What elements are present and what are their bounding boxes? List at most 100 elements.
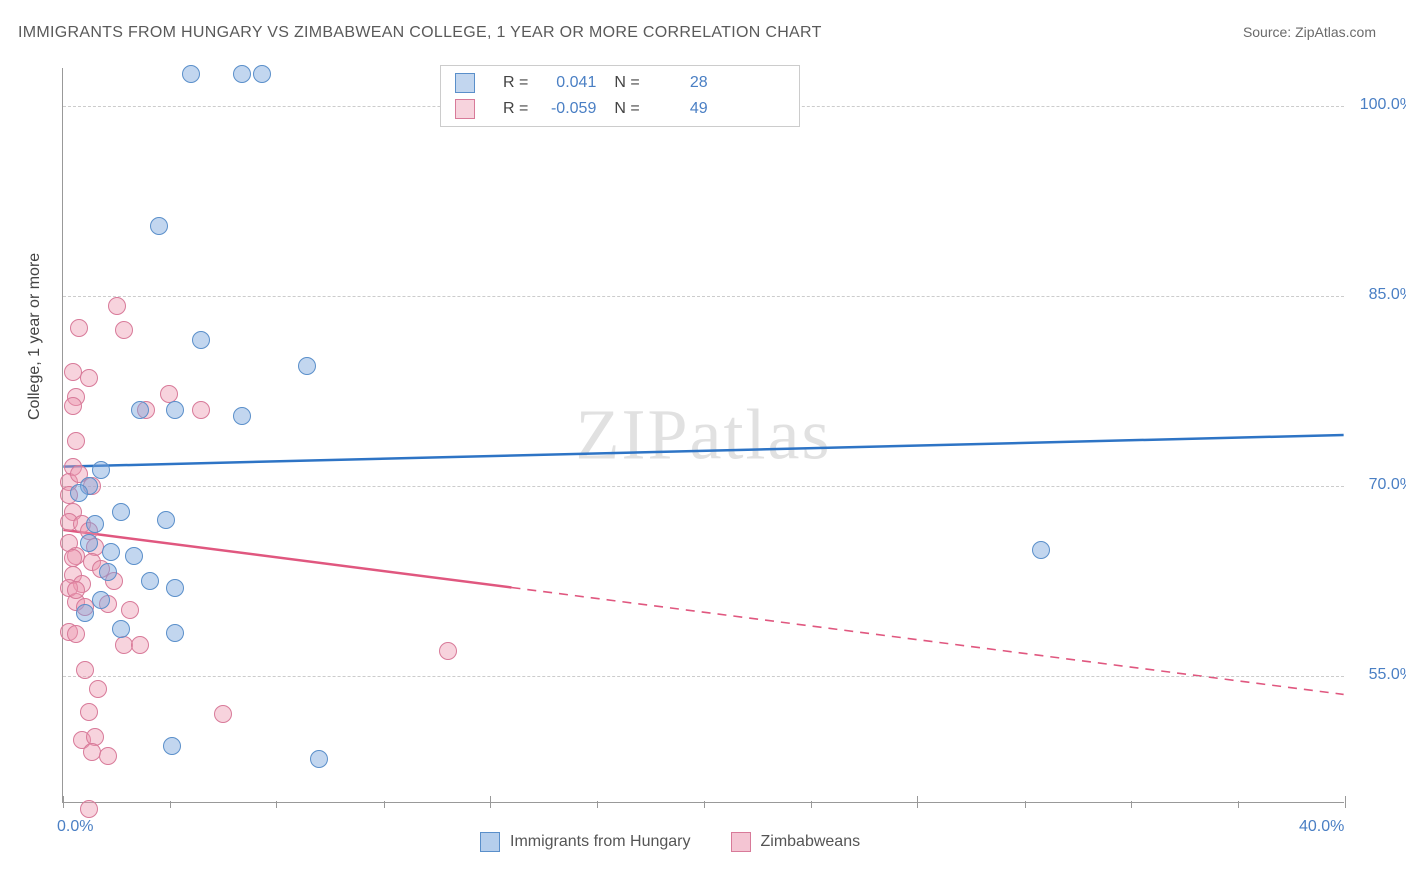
x-tick-minor [1131, 801, 1132, 808]
legend-bottom: Immigrants from Hungary Zimbabweans [480, 832, 860, 852]
x-tick-minor [811, 801, 812, 808]
gridline [63, 676, 1344, 677]
scatter-point [76, 661, 94, 679]
stats-row: R = -0.059 N = 49 [455, 96, 785, 122]
scatter-point [80, 534, 98, 552]
scatter-point [112, 503, 130, 521]
source-name: ZipAtlas.com [1295, 24, 1376, 40]
source-prefix: Source: [1243, 24, 1295, 40]
x-tick-minor [1025, 801, 1026, 808]
scatter-point [166, 579, 184, 597]
x-tick-minor [276, 801, 277, 808]
scatter-point [298, 357, 316, 375]
regression-line-solid [63, 435, 1343, 467]
scatter-point [86, 515, 104, 533]
stats-r-value: -0.059 [538, 100, 596, 118]
legend-swatch [731, 832, 751, 852]
legend-item: Zimbabweans [731, 832, 861, 852]
chart-title: IMMIGRANTS FROM HUNGARY VS ZIMBABWEAN CO… [18, 24, 822, 42]
scatter-point [76, 604, 94, 622]
scatter-point [67, 581, 85, 599]
scatter-point [92, 461, 110, 479]
x-tick-major [917, 796, 918, 808]
scatter-point [115, 321, 133, 339]
x-tick-minor [597, 801, 598, 808]
y-tick-label: 100.0% [1354, 96, 1406, 114]
legend-item: Immigrants from Hungary [480, 832, 691, 852]
scatter-point [150, 217, 168, 235]
scatter-point [166, 624, 184, 642]
x-tick-major [63, 796, 64, 808]
scatter-point [233, 65, 251, 83]
x-tick-major [490, 796, 491, 808]
scatter-point [67, 432, 85, 450]
scatter-point [157, 511, 175, 529]
x-tick-minor [170, 801, 171, 808]
x-tick-minor [704, 801, 705, 808]
y-tick-label: 70.0% [1354, 476, 1406, 494]
scatter-point [439, 642, 457, 660]
scatter-point [99, 747, 117, 765]
stats-legend-box: R = 0.041 N = 28 R = -0.059 N = 49 [440, 65, 800, 127]
stats-swatch [455, 99, 475, 119]
scatter-point [64, 397, 82, 415]
scatter-point [70, 319, 88, 337]
regression-lines-layer [63, 68, 1344, 802]
chart-container: IMMIGRANTS FROM HUNGARY VS ZIMBABWEAN CO… [0, 0, 1406, 892]
scatter-point [233, 407, 251, 425]
stats-r-label: R = [503, 100, 528, 118]
scatter-point [192, 401, 210, 419]
scatter-point [125, 547, 143, 565]
x-tick-minor [1238, 801, 1239, 808]
scatter-point [80, 703, 98, 721]
scatter-point [99, 563, 117, 581]
scatter-point [1032, 541, 1050, 559]
scatter-point [83, 743, 101, 761]
scatter-point [166, 401, 184, 419]
scatter-point [253, 65, 271, 83]
scatter-point [192, 331, 210, 349]
legend-label: Immigrants from Hungary [510, 833, 691, 850]
scatter-point [131, 401, 149, 419]
gridline [63, 486, 1344, 487]
scatter-point [64, 549, 82, 567]
scatter-point [80, 369, 98, 387]
stats-n-label: N = [614, 74, 639, 92]
scatter-point [160, 385, 178, 403]
stats-r-value: 0.041 [538, 74, 596, 92]
stats-swatch [455, 73, 475, 93]
scatter-point [89, 680, 107, 698]
scatter-point [310, 750, 328, 768]
scatter-point [131, 636, 149, 654]
y-tick-label: 85.0% [1354, 286, 1406, 304]
legend-label: Zimbabweans [761, 833, 861, 850]
x-tick-label: 40.0% [1299, 818, 1344, 836]
scatter-point [163, 737, 181, 755]
x-tick-major [1345, 796, 1346, 808]
scatter-point [214, 705, 232, 723]
y-axis-label: College, 1 year or more [26, 253, 44, 420]
scatter-point [102, 543, 120, 561]
scatter-point [141, 572, 159, 590]
x-tick-minor [384, 801, 385, 808]
stats-n-label: N = [614, 100, 639, 118]
stats-row: R = 0.041 N = 28 [455, 70, 785, 96]
scatter-point [121, 601, 139, 619]
plot-area: ZIPatlas 100.0%85.0%70.0%55.0%0.0%40.0% [62, 68, 1344, 803]
scatter-point [92, 591, 110, 609]
stats-n-value: 28 [650, 74, 708, 92]
scatter-point [108, 297, 126, 315]
scatter-point [112, 620, 130, 638]
x-tick-label: 0.0% [57, 818, 93, 836]
scatter-point [182, 65, 200, 83]
gridline [63, 296, 1344, 297]
source-attribution: Source: ZipAtlas.com [1243, 24, 1376, 40]
scatter-point [70, 484, 88, 502]
scatter-point [67, 625, 85, 643]
y-tick-label: 55.0% [1354, 666, 1406, 684]
legend-swatch [480, 832, 500, 852]
scatter-point [80, 800, 98, 818]
regression-line-dashed [511, 587, 1343, 694]
stats-r-label: R = [503, 74, 528, 92]
stats-n-value: 49 [650, 100, 708, 118]
